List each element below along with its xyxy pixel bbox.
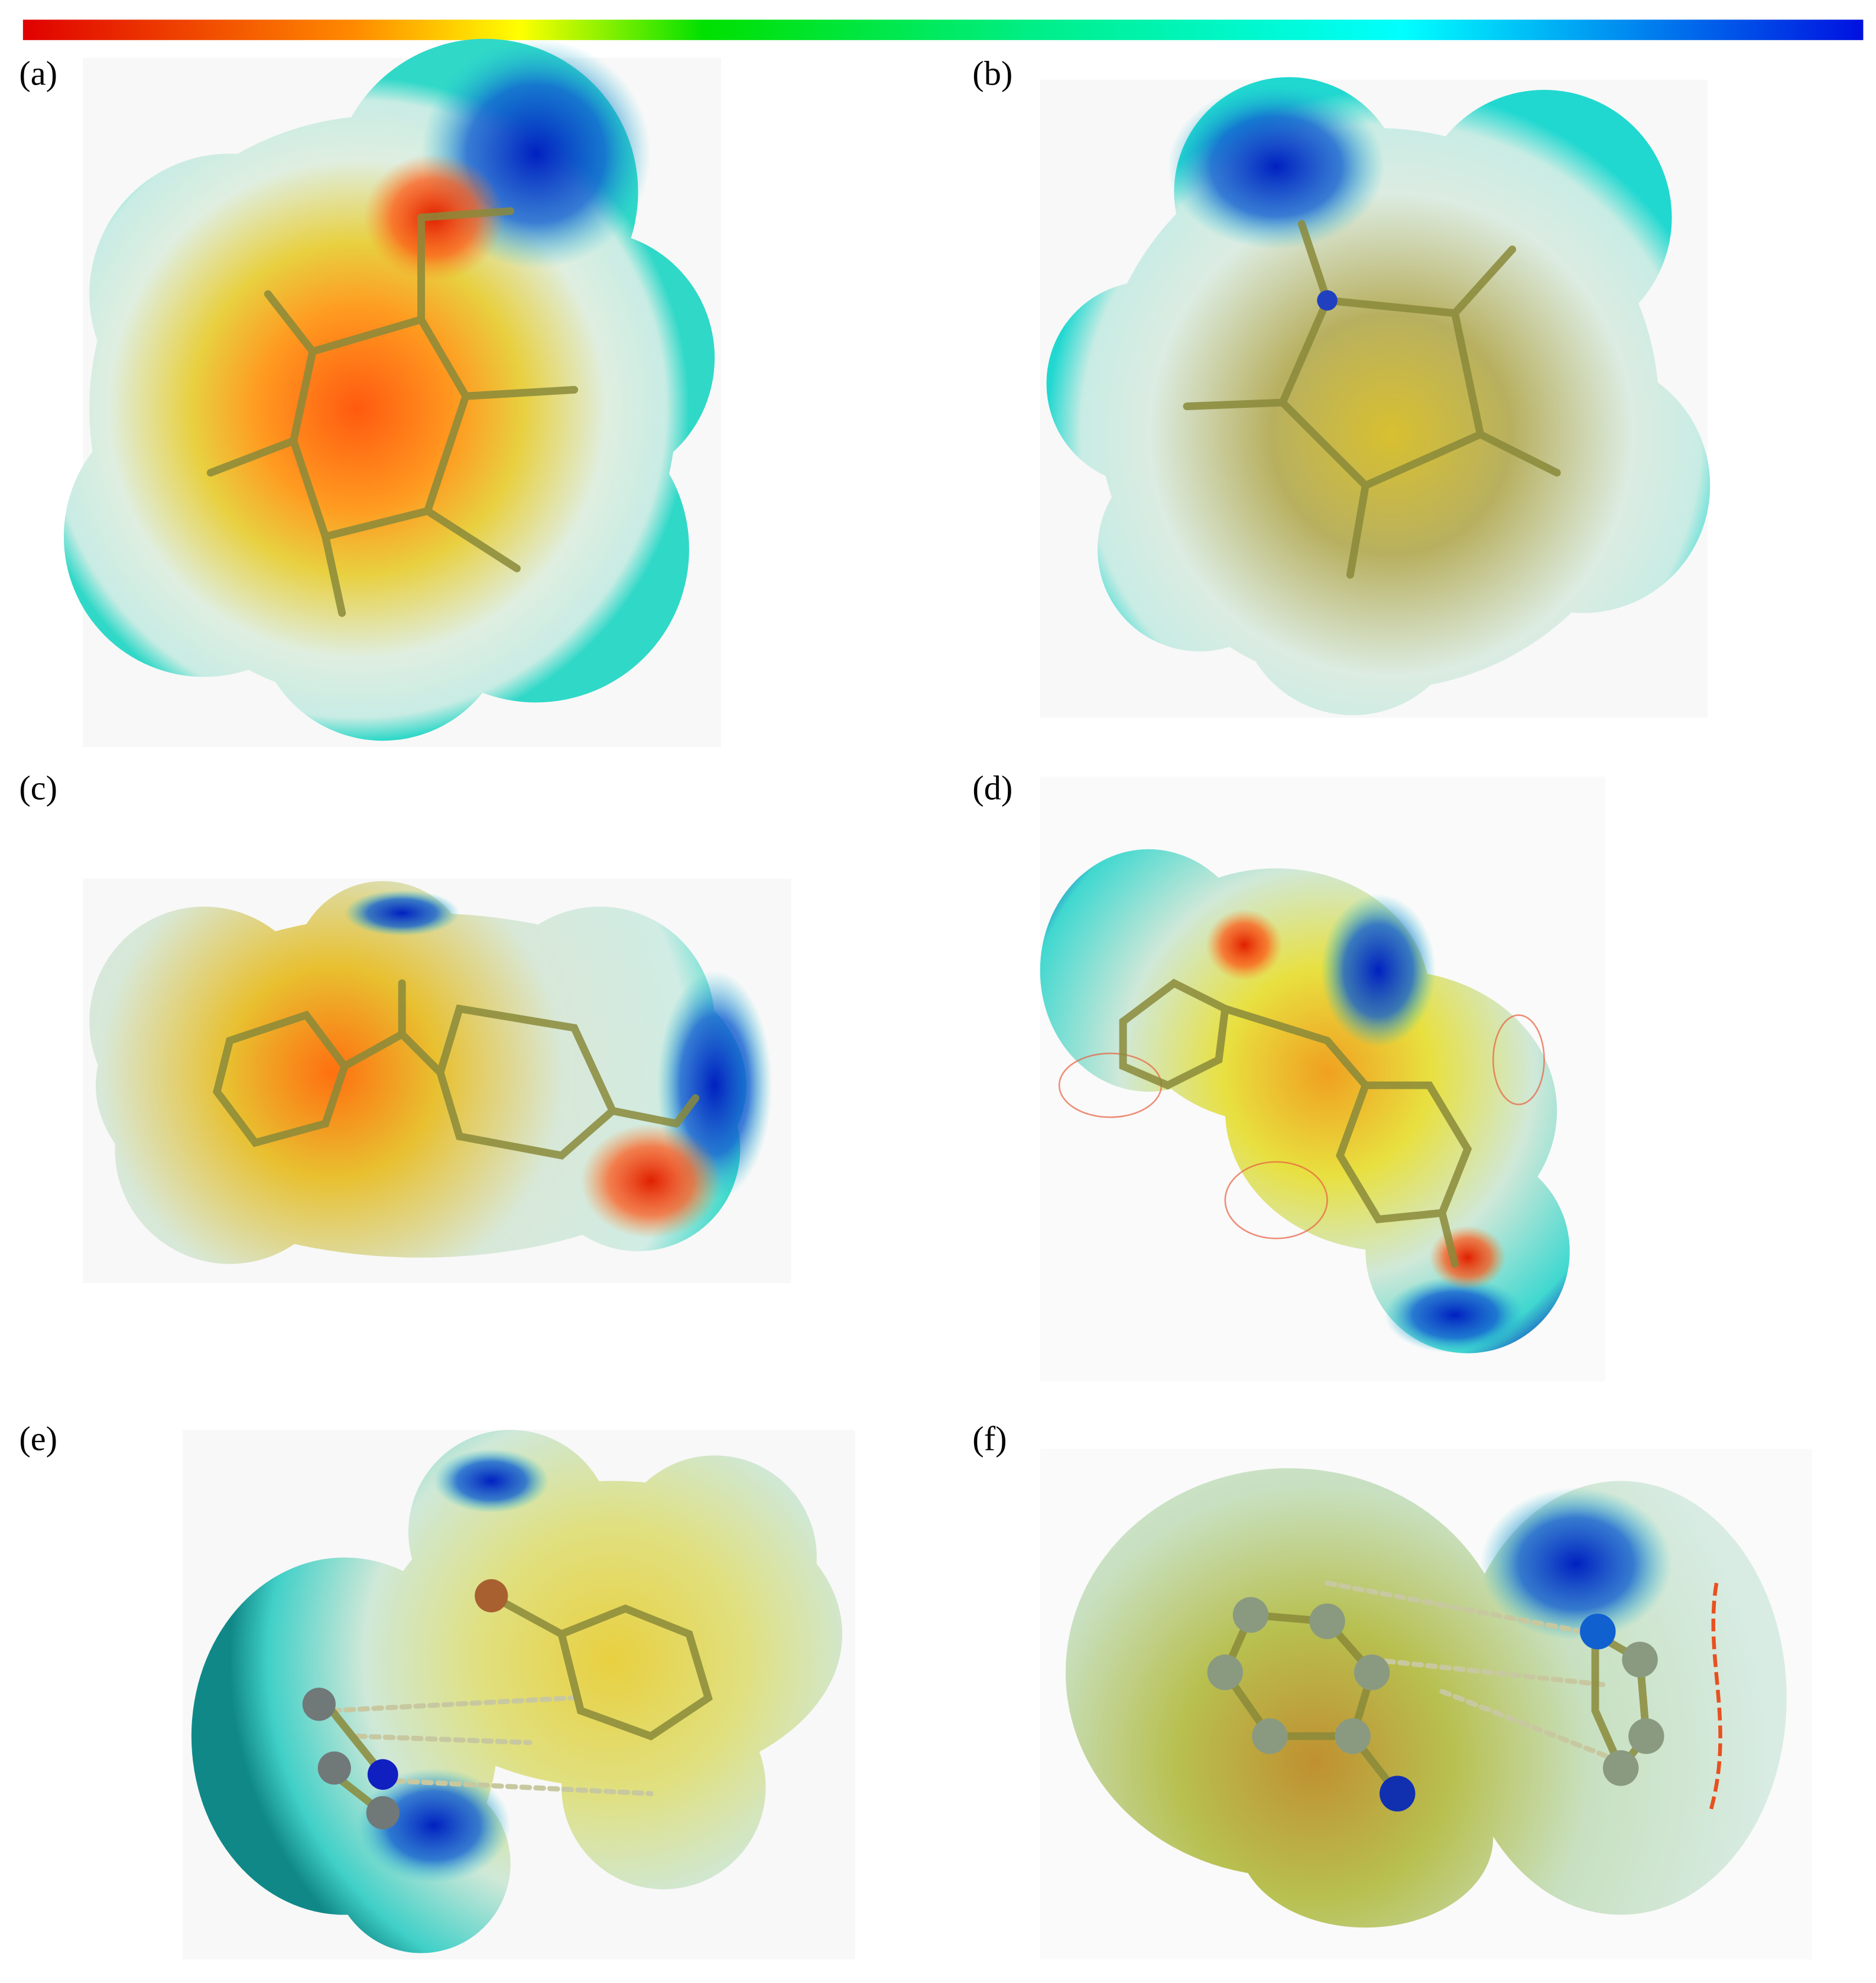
panel-c bbox=[83, 878, 791, 1283]
panel-label: (d) bbox=[972, 769, 1012, 807]
panel-label: (b) bbox=[972, 54, 1012, 92]
panel-label: (c) bbox=[19, 769, 57, 807]
color-scale bbox=[22, 20, 1864, 40]
panel-b bbox=[1040, 77, 1711, 718]
panel-label: (a) bbox=[19, 54, 57, 92]
panel-e bbox=[182, 1430, 855, 1960]
panel-label: (e) bbox=[19, 1420, 57, 1458]
panel-labels: (a) (b) (c) (d) (e) (f) bbox=[19, 54, 1012, 1458]
panel-a bbox=[63, 38, 721, 748]
panel-d bbox=[1040, 776, 1606, 1382]
panel-label: (f) bbox=[972, 1420, 1007, 1458]
panel-f bbox=[1040, 1449, 1813, 1960]
